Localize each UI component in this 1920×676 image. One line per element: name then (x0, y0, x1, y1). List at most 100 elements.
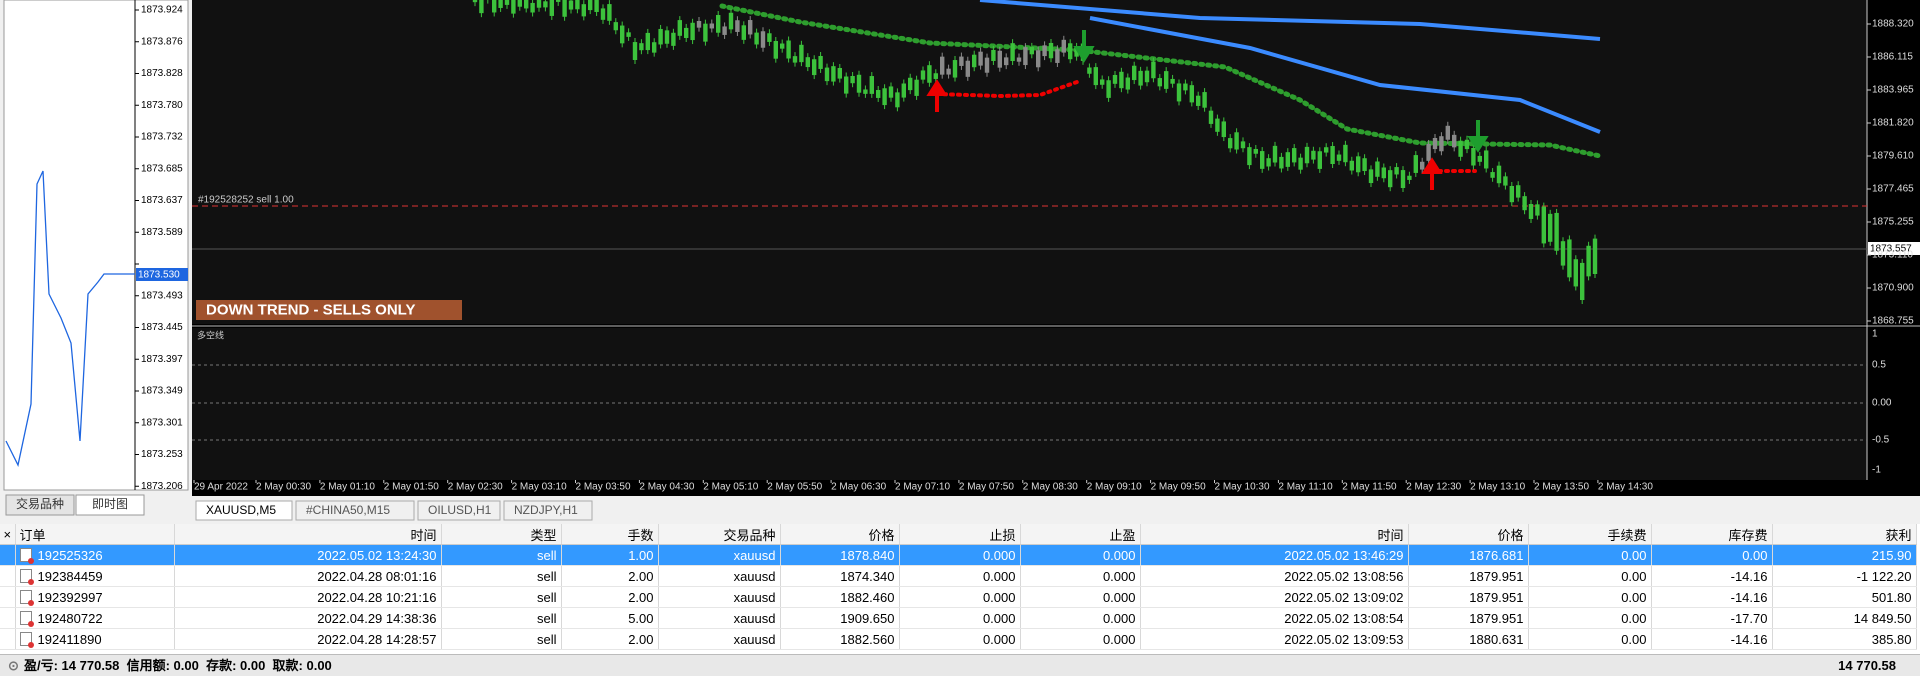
column-header[interactable]: 手续费 (1528, 524, 1652, 545)
column-header[interactable]: 库存费 (1651, 524, 1773, 545)
order-row[interactable]: 192525326 2022.05.02 13:24:30 sell 1.00 xauu… (0, 544, 1917, 566)
order-row[interactable]: 192411890 2022.04.28 14:28:57 sell 2.00 xauu… (0, 628, 1917, 650)
candle (914, 79, 919, 96)
candle (1036, 50, 1041, 68)
left-tab[interactable]: 交易品种 (16, 496, 64, 511)
candle (920, 70, 926, 80)
order-row[interactable]: 192480722 2022.04.29 14:38:36 sell 5.00 xauu… (0, 607, 1917, 629)
column-header[interactable]: 时间 (1140, 524, 1409, 545)
chart-tab[interactable]: XAUUSD,M5 (206, 503, 276, 517)
column-header[interactable]: 价格 (780, 524, 900, 545)
column-header[interactable]: 时间 (174, 524, 442, 545)
left-tab-box[interactable] (75, 494, 145, 516)
candle (1490, 172, 1495, 178)
candle (1317, 151, 1322, 169)
cell: 0.00 (1528, 607, 1652, 629)
order-row[interactable]: 192392997 2022.04.28 10:21:16 sell 2.00 xauu… (0, 586, 1917, 608)
chart-tab[interactable]: #CHINA50,M15 (306, 503, 390, 517)
chart-tab-box[interactable] (295, 500, 415, 521)
candle (703, 23, 708, 42)
candle (1048, 42, 1054, 59)
candle (844, 76, 849, 94)
column-header[interactable]: 订单 (15, 524, 175, 545)
candle (831, 66, 836, 82)
chart-tab[interactable]: NZDJPY,H1 (514, 503, 578, 517)
chart-tab[interactable]: OILUSD,H1 (428, 503, 492, 517)
cell: xauusd (658, 586, 781, 608)
candle (869, 76, 874, 94)
candle (543, 1, 548, 8)
order-id: 192392997 (37, 589, 103, 605)
cell: 192392997 (15, 586, 175, 608)
cell: 1882.560 (780, 628, 900, 650)
candle (754, 32, 759, 45)
time-label: 2 May 04:30 (639, 482, 694, 493)
candle (1068, 43, 1073, 60)
price-tick-label: 1870.900 (1872, 283, 1914, 294)
price-tick-label: 1886.115 (1872, 52, 1913, 63)
cell: 1879.951 (1408, 565, 1529, 587)
cell: 192525326 (15, 544, 175, 566)
time-label: 2 May 06:30 (831, 482, 886, 493)
column-header[interactable]: 价格 (1408, 524, 1529, 545)
candle (1311, 150, 1316, 160)
chart-tab-box[interactable] (195, 500, 293, 521)
cell: xauusd (658, 565, 781, 587)
candle (1356, 156, 1361, 173)
time-label: 2 May 05:10 (703, 482, 758, 493)
candle (1266, 158, 1271, 167)
column-header[interactable]: 类型 (441, 524, 562, 545)
candle (888, 86, 894, 98)
left-tab[interactable]: 即时图 (92, 497, 128, 511)
cell: -14.16 (1651, 565, 1773, 587)
close[interactable]: × (0, 524, 16, 545)
cell: 1878.840 (780, 544, 900, 566)
mini-tick-label: 1873.253 (141, 449, 183, 460)
chart-tab-box[interactable] (503, 500, 593, 521)
order-row[interactable]: 192384459 2022.04.28 08:01:16 sell 2.00 xauu… (0, 565, 1917, 587)
cell: sell (441, 586, 562, 608)
time-label: 2 May 08:30 (1023, 482, 1078, 493)
candle (1292, 148, 1297, 163)
cell: 192384459 (15, 565, 175, 587)
mini-tick-label: 1873.637 (141, 195, 183, 206)
candle (1023, 47, 1028, 66)
time-label: 2 May 12:30 (1406, 482, 1461, 493)
candle (876, 89, 881, 98)
candle (1208, 110, 1214, 124)
candle (1125, 77, 1130, 90)
time-label: 2 May 01:50 (384, 482, 439, 493)
candle (479, 0, 484, 14)
cell: 2022.05.02 13:08:56 (1140, 565, 1409, 587)
candle (1503, 176, 1508, 186)
current-price: 1873.557 (1870, 244, 1912, 255)
gutter (0, 565, 16, 587)
candle (530, 2, 535, 13)
price-tick-label: 1875.255 (1872, 217, 1914, 228)
candle (933, 73, 938, 79)
candle (792, 56, 798, 63)
candle (1388, 170, 1393, 188)
candle (767, 33, 772, 42)
column-header[interactable]: 交易品种 (658, 524, 781, 545)
time-label: 2 May 03:50 (576, 482, 631, 493)
column-header[interactable]: 获利 (1772, 524, 1917, 545)
price-tick-label: 1868.755 (1872, 316, 1914, 327)
candle (1164, 71, 1169, 89)
order-id: 192525326 (37, 547, 103, 563)
cell: 0.000 (1020, 565, 1141, 587)
cell: 2.00 (561, 628, 659, 650)
mini-tick-label: 1873.924 (141, 5, 183, 16)
column-header[interactable]: 止损 (899, 524, 1021, 545)
status-bar: ⊙ 盈/亏: 14 770.58 信用额: 0.00 存款: 0.00 取款: … (0, 654, 1920, 676)
mini-tick-label: 1873.349 (141, 386, 183, 397)
order-icon (19, 610, 34, 627)
left-tab-box[interactable] (5, 494, 75, 516)
candle (1010, 43, 1015, 62)
column-header[interactable]: 止盈 (1020, 524, 1141, 545)
chart-tab-box[interactable] (417, 500, 501, 521)
candle (664, 30, 670, 44)
candle (1176, 83, 1182, 102)
candle (728, 12, 734, 30)
column-header[interactable]: 手数 (561, 524, 659, 545)
